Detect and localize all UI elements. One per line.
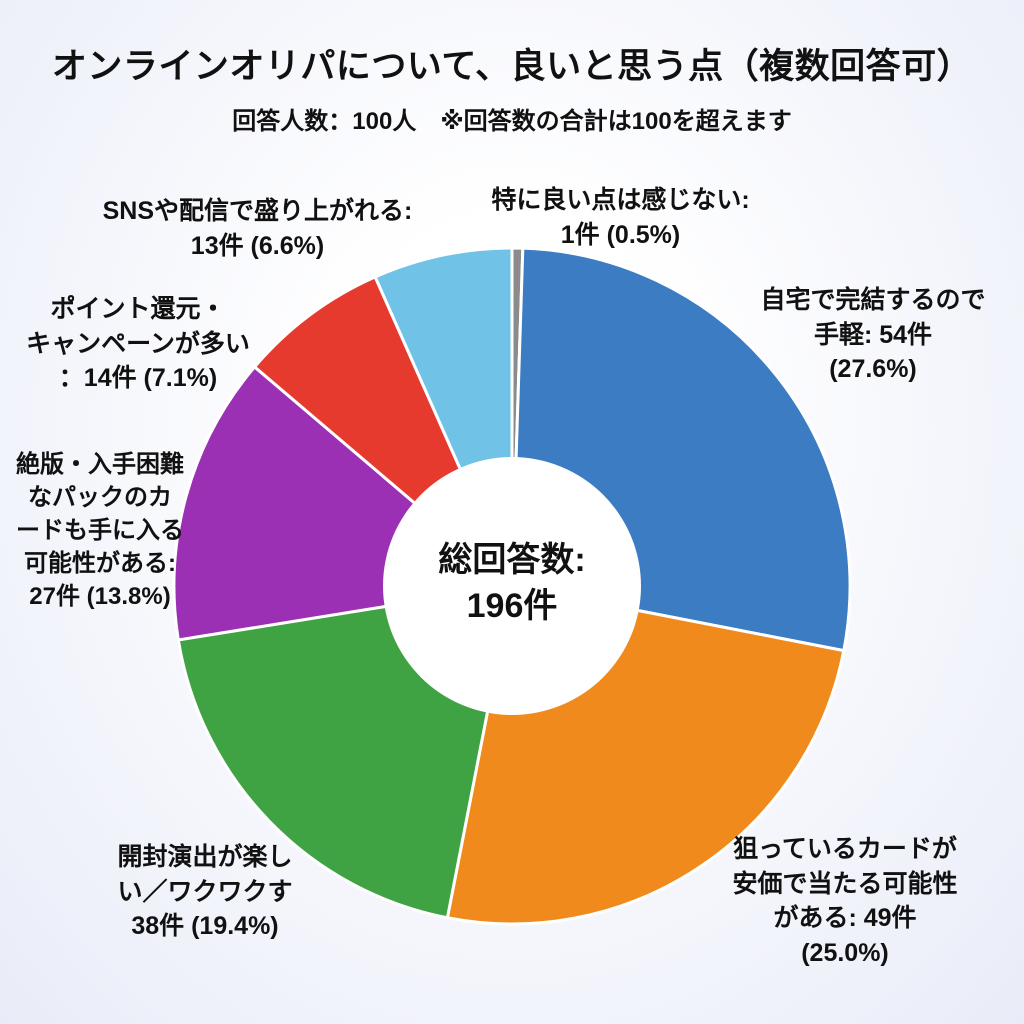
slice-label-rare-cards: 絶版・入手困難 なパックのカ ードも手に入る 可能性がある: 27件 (13.8… (16, 451, 184, 611)
slice-label-no-good-points: 特に良い点は感じない: 1件 (0.5%) (491, 186, 750, 249)
slice-label-sns-streaming: SNSや配信で盛り上がれる: 13件 (6.6%) (102, 197, 413, 260)
donut-chart (172, 246, 852, 926)
slice-label-home-convenient: 自宅で完結するので 手軽: 54件 (27.6%) (760, 286, 986, 383)
slice-label-point-campaign: ポイント還元・ キャンペーンが多い ：14件 (7.1%) (26, 295, 250, 392)
donut-hole (383, 457, 641, 715)
chart-title: オンラインオリパについて、良いと思う点（複数回答可） (51, 47, 973, 86)
slice-label-cheap-chance: 狙っているカードが 安価で当たる可能性 がある: 49件 (25.0%) (732, 835, 958, 967)
donut-center-label: 総回答数: 196件 (438, 541, 586, 625)
slice-label-opening-fun: 開封演出が楽し い／ワクワクす 38件 (19.4%) (117, 843, 293, 940)
chart-subtitle: 回答人数：100人 ※回答数の合計は100を超えます (232, 108, 792, 135)
